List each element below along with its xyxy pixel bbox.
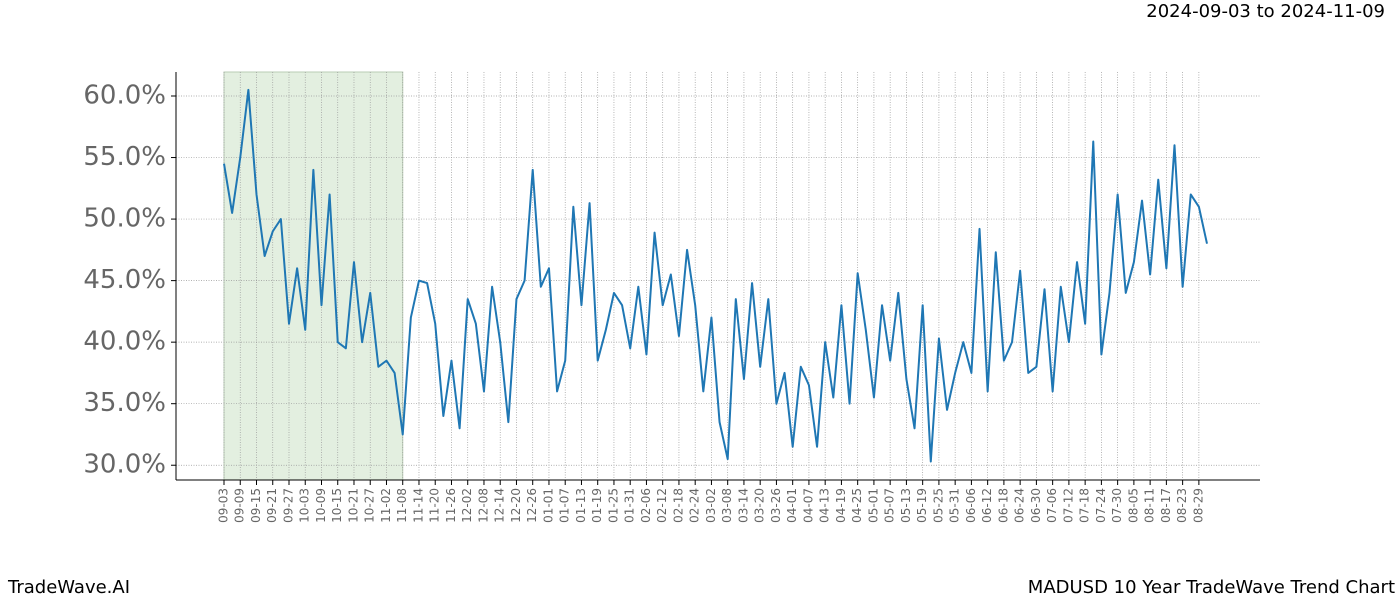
x-tick-label: 01-07: [558, 488, 572, 523]
x-tick-label: 11-26: [444, 488, 458, 523]
x-tick-label: 04-19: [834, 488, 848, 523]
highlight-band: [223, 71, 404, 481]
x-tick-label: 08-17: [1159, 488, 1173, 523]
x-tick-label: 08-23: [1175, 488, 1189, 523]
x-tick-label: 02-06: [639, 488, 653, 523]
x-tick-label: 04-01: [785, 488, 799, 523]
x-tick-label: 05-31: [948, 488, 962, 523]
x-tick-label: 02-24: [688, 488, 702, 523]
x-tick-label: 08-29: [1191, 488, 1205, 523]
y-tick-label: 40.0%: [83, 327, 166, 357]
x-tick-label: 10-27: [363, 488, 377, 523]
x-tick-label: 03-20: [753, 488, 767, 523]
x-tick-label: 04-25: [850, 488, 864, 523]
x-tick-label: 11-14: [411, 488, 425, 523]
x-tick-label: 12-14: [493, 488, 507, 523]
x-tick-label: 01-19: [590, 488, 604, 523]
x-tick-label: 05-01: [866, 488, 880, 523]
x-tick-label: 09-15: [249, 488, 263, 523]
x-tick-label: 11-02: [379, 488, 393, 523]
x-tick-label: 10-21: [346, 488, 360, 523]
x-tick-label: 09-21: [265, 488, 279, 523]
x-tick-label: 09-27: [281, 488, 295, 523]
x-tick-label: 04-07: [801, 488, 815, 523]
trend-line: [223, 88, 1208, 463]
x-tick-label: 08-05: [1126, 488, 1140, 523]
x-tick-label: 03-14: [736, 488, 750, 523]
x-tick-label: 03-02: [704, 488, 718, 523]
x-tick-label: 01-25: [606, 488, 620, 523]
x-tick-label: 06-12: [980, 488, 994, 523]
x-tick-label: 11-20: [428, 488, 442, 523]
y-tick-label: 55.0%: [83, 142, 166, 172]
y-tick-label: 50.0%: [83, 204, 166, 234]
x-tick-label: 01-13: [574, 488, 588, 523]
x-tick-label: 06-18: [996, 488, 1010, 523]
x-tick-label: 05-19: [915, 488, 929, 523]
x-tick-label: 07-06: [1045, 488, 1059, 523]
x-tick-label: 10-15: [330, 488, 344, 523]
x-tick-label: 12-20: [509, 488, 523, 523]
x-tick-label: 02-12: [655, 488, 669, 523]
x-tick-label: 09-09: [233, 488, 247, 523]
x-tick-label: 09-03: [217, 488, 231, 523]
x-tick-label: 01-31: [623, 488, 637, 523]
x-tick-label: 06-24: [1013, 488, 1027, 523]
footer-right: MADUSD 10 Year TradeWave Trend Chart: [1028, 577, 1395, 598]
x-tick-label: 06-06: [964, 488, 978, 523]
x-tick-label: 07-12: [1061, 488, 1075, 523]
x-tick-label: 05-13: [899, 488, 913, 523]
x-tick-label: 07-18: [1078, 488, 1092, 523]
x-tick-label: 12-08: [476, 488, 490, 523]
x-tick-label: 12-02: [460, 488, 474, 523]
y-tick-label: 35.0%: [83, 388, 166, 418]
x-tick-label: 06-30: [1029, 488, 1043, 523]
x-tick-label: 03-08: [720, 488, 734, 523]
x-tick-label: 10-09: [314, 488, 328, 523]
x-tick-label: 02-18: [671, 488, 685, 523]
x-tick-label: 11-08: [395, 488, 409, 523]
x-tick-label: 01-01: [541, 488, 555, 523]
x-tick-label: 07-24: [1094, 488, 1108, 523]
date-range: 2024-09-03 to 2024-11-09: [1146, 1, 1385, 22]
y-tick-label: 30.0%: [83, 450, 166, 480]
x-tick-label: 10-03: [298, 488, 312, 523]
x-tick-label: 08-11: [1143, 488, 1157, 523]
y-tick-label: 60.0%: [83, 81, 166, 111]
x-tick-label: 12-26: [525, 488, 539, 523]
x-tick-label: 03-26: [769, 488, 783, 523]
x-tick-label: 05-25: [931, 488, 945, 523]
footer-left: TradeWave.AI: [7, 577, 130, 598]
x-tick-label: 04-13: [818, 488, 832, 523]
x-tick-label: 05-07: [883, 488, 897, 523]
y-tick-label: 45.0%: [83, 265, 166, 295]
x-tick-label: 07-30: [1110, 488, 1124, 523]
